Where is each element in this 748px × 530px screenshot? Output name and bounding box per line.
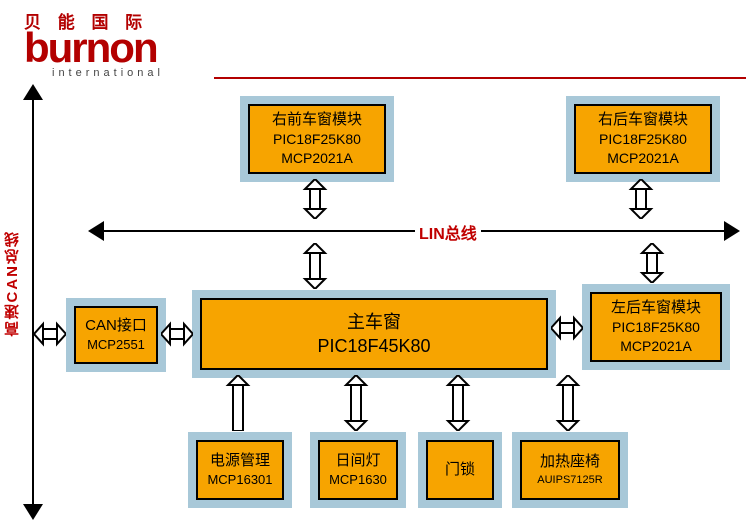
node-power-mgmt: 电源管理 MCP16301 (196, 440, 284, 500)
arrow-main-heatedseat (554, 375, 582, 431)
arrow-lin-main (301, 243, 329, 289)
node-heated-seat: 加热座椅 AUIPS7125R (520, 440, 620, 500)
node-chip1: PIC18F25K80 (612, 318, 700, 337)
can-bus-label: 高速CAN总线 (2, 230, 23, 337)
node-can-interface: CAN接口 MCP2551 (74, 306, 158, 364)
node-drl: 日间灯 MCP1630 (318, 440, 398, 500)
arrow-canbus-canif (34, 320, 66, 348)
logo-underline (214, 77, 746, 79)
arrow-canif-main (161, 320, 193, 348)
arrow-main-drl (342, 375, 370, 431)
node-chip: MCP1630 (329, 471, 387, 489)
node-front-right-window: 右前车窗模块 PIC18F25K80 MCP2021A (248, 104, 386, 174)
node-chip2: MCP2021A (620, 337, 692, 356)
node-title: 左后车窗模块 (611, 298, 701, 318)
node-chip: PIC18F45K80 (317, 334, 430, 358)
node-chip: MCP2551 (87, 336, 145, 354)
brand-logo: 贝 能 国 际 burnon international (24, 8, 164, 79)
logo-subtitle: international (52, 67, 164, 79)
node-chip1: PIC18F25K80 (599, 130, 687, 149)
arrow-power-main (224, 375, 252, 431)
arrow-rearright-lin (627, 179, 655, 219)
arrow-main-lock (444, 375, 472, 431)
node-title: 加热座椅 (540, 452, 600, 472)
node-title: 电源管理 (210, 451, 270, 471)
arrow-lin-rearleft (638, 243, 666, 283)
arrow-main-rearleft (551, 314, 583, 342)
node-rear-left-window: 左后车窗模块 PIC18F25K80 MCP2021A (590, 292, 722, 362)
node-rear-right-window: 右后车窗模块 PIC18F25K80 MCP2021A (574, 104, 712, 174)
node-chip1: PIC18F25K80 (273, 130, 361, 149)
node-chip: AUIPS7125R (537, 473, 602, 488)
lin-bus-label: LIN总线 (415, 220, 481, 244)
can-bus-arrow (20, 84, 46, 520)
node-title: 日间灯 (335, 451, 380, 471)
node-chip2: MCP2021A (607, 149, 679, 168)
node-chip2: MCP2021A (281, 149, 353, 168)
node-title: 主车窗 (347, 310, 401, 334)
logo-wordmark: burnon (24, 31, 164, 65)
lin-bus-arrow (88, 218, 740, 244)
arrow-frontright-lin (301, 179, 329, 219)
node-chip: MCP16301 (207, 471, 272, 489)
node-title: CAN接口 (85, 316, 147, 336)
node-title: 门锁 (445, 460, 475, 480)
node-main-window: 主车窗 PIC18F45K80 (200, 298, 548, 370)
node-title: 右前车窗模块 (272, 110, 362, 130)
node-door-lock: 门锁 (426, 440, 494, 500)
node-title: 右后车窗模块 (598, 110, 688, 130)
